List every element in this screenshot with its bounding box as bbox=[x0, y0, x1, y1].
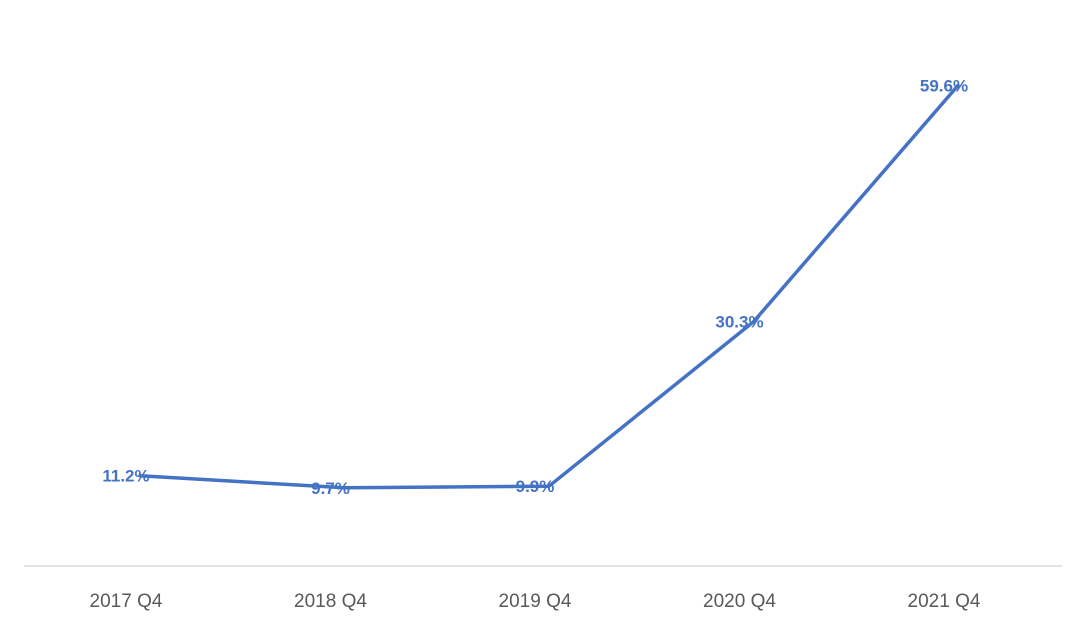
x-tick-layer: 2017 Q4 2018 Q4 2019 Q4 2020 Q4 2021 Q4 bbox=[90, 591, 981, 612]
x-tick-label: 2021 Q4 bbox=[908, 591, 981, 612]
data-label: 9.9% bbox=[516, 477, 555, 496]
series-line bbox=[138, 83, 960, 490]
data-label: 11.2% bbox=[102, 467, 149, 486]
data-label: 59.6% bbox=[920, 77, 968, 96]
x-tick-label: 2017 Q4 bbox=[90, 591, 163, 612]
x-tick-label: 2018 Q4 bbox=[294, 591, 367, 612]
data-label: 30.3% bbox=[715, 313, 763, 332]
x-tick-label: 2020 Q4 bbox=[703, 591, 776, 612]
data-label-layer: 11.2% 9.7% 9.9% 30.3% 59.6% bbox=[102, 77, 968, 498]
x-tick-label: 2019 Q4 bbox=[499, 591, 572, 612]
data-label: 9.7% bbox=[311, 479, 350, 498]
